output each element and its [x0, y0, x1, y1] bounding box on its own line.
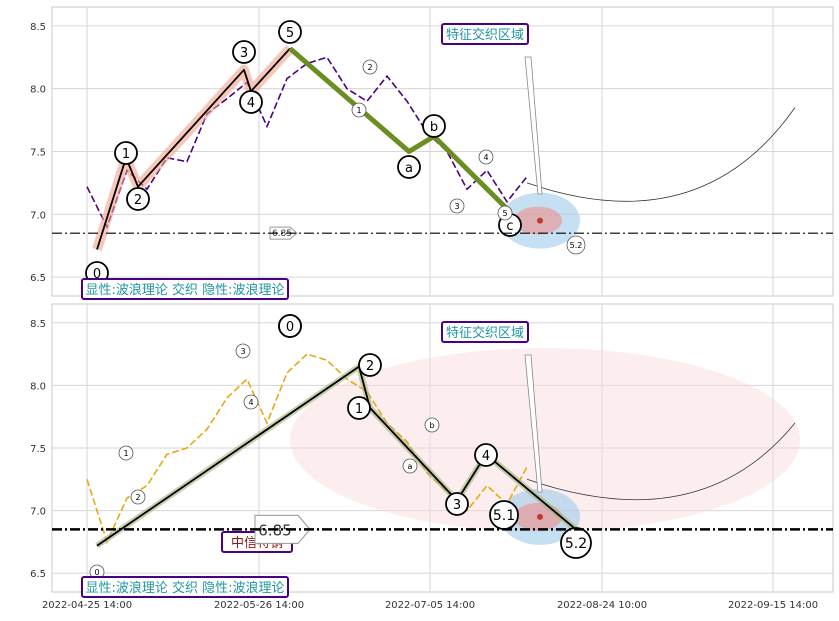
wave-label-circle: [362, 59, 378, 75]
wave-label: 4: [482, 449, 490, 464]
x-tick-label: 2022-04-25 14:00: [42, 600, 132, 611]
wave-label: 0: [93, 267, 101, 282]
wave-label: 2: [134, 193, 142, 208]
wave-label: 2: [367, 63, 372, 72]
reference-marker: [269, 226, 298, 240]
wave-label-circle: [278, 20, 302, 44]
y-tick-label: 8.0: [30, 381, 46, 392]
wave-label: b: [430, 120, 438, 135]
wave-label-circle: [449, 198, 465, 214]
wave-label-circle: [114, 141, 138, 165]
wave-label: 4: [248, 398, 253, 407]
wave-label: 3: [240, 46, 248, 61]
wave-label-circle: [478, 149, 494, 165]
wave-label: 3: [454, 202, 459, 211]
wave-label: 0: [286, 320, 294, 335]
annotation-box: [441, 23, 529, 45]
wave-label-circle: [402, 458, 418, 474]
wave-label-circle: [497, 205, 513, 221]
caption-text: 显性:波浪理论 交织 隐性:波浪理论: [85, 282, 284, 298]
wave-label-circle: [397, 155, 421, 179]
wave-label-circle: [239, 90, 263, 114]
wave-label-circle: [278, 314, 302, 338]
wave-label-circle: [566, 235, 586, 255]
wave-label: a: [408, 462, 413, 471]
wave-label-circle: [235, 343, 251, 359]
wave-label: 1: [356, 106, 361, 115]
wave-path: [96, 47, 291, 250]
target-point: [537, 217, 543, 224]
wave-label: 1: [122, 147, 130, 162]
y-tick-label: 7.5: [30, 148, 46, 159]
wave-label-circle: [351, 102, 367, 118]
wave-label: 5: [286, 26, 294, 41]
wave-label-circle: [358, 353, 382, 377]
reference-label: 6.85: [272, 229, 292, 239]
wave-label-circle: [130, 489, 146, 505]
y-tick-label: 7.5: [30, 444, 46, 455]
wave-label: 4: [483, 153, 488, 162]
x-tick-label: 2022-07-05 14:00: [385, 600, 475, 611]
caption-box: [81, 278, 289, 300]
price-series: [86, 56, 528, 229]
annotation-text: 特征交织区域: [446, 27, 524, 43]
wave-label: 3: [240, 347, 245, 356]
wave-label-circle: [560, 527, 592, 559]
wave-label: a: [405, 161, 413, 176]
y-tick-label: 6.5: [30, 273, 46, 284]
caption-text: 显性:波浪理论 交织 隐性:波浪理论: [85, 580, 284, 596]
caption-box: [81, 576, 289, 598]
wave-label-circle: [118, 445, 134, 461]
wave-label: 5.2: [565, 536, 587, 552]
y-tick-label: 8.5: [30, 22, 46, 33]
wave-label-circle: [243, 394, 259, 410]
wave-label-circle: [347, 396, 371, 420]
price-series: [86, 353, 528, 545]
wave-path: [288, 46, 512, 214]
y-tick-label: 8.0: [30, 85, 46, 96]
wave-label-circle: [445, 492, 469, 516]
y-tick-label: 7.0: [30, 210, 46, 221]
wave-label: 4: [247, 96, 255, 111]
annotation-pointer: [524, 354, 543, 493]
wave-label-circle: [422, 114, 446, 138]
wave-label: 2: [366, 359, 374, 374]
target-point: [537, 513, 543, 520]
wave-label: 2: [135, 493, 140, 502]
wave-label: b: [429, 421, 434, 430]
projection-arc: [526, 107, 796, 202]
wave-label: 0: [94, 568, 99, 577]
wave-label-circle: [232, 40, 256, 64]
x-tick-label: 2022-09-15 14:00: [728, 600, 818, 611]
wave-label: c: [506, 219, 513, 234]
projection-arc: [526, 422, 796, 501]
y-tick-label: 7.0: [30, 507, 46, 518]
wave-label: 1: [123, 449, 128, 458]
wave-path: [96, 365, 577, 547]
annotation-text: 特征交织区域: [446, 325, 524, 341]
wave-label: 3: [453, 498, 461, 513]
wave-label-circle: [474, 443, 498, 467]
wave-label: 5.2: [570, 241, 583, 250]
wave-label: 5: [502, 209, 507, 218]
cluster-region: [290, 348, 800, 532]
y-tick-label: 6.5: [30, 569, 46, 580]
annotation-box: [441, 321, 529, 343]
y-tick-label: 8.5: [30, 319, 46, 330]
wave-label-circle: [424, 417, 440, 433]
annotation-pointer: [524, 56, 543, 195]
x-tick-label: 2022-08-24 10:00: [557, 600, 647, 611]
wave-label-circle: [126, 187, 150, 211]
x-tick-label: 2022-05-26 14:00: [214, 600, 304, 611]
wave-label: 5.1: [493, 508, 515, 524]
wave-label: 1: [355, 402, 363, 417]
